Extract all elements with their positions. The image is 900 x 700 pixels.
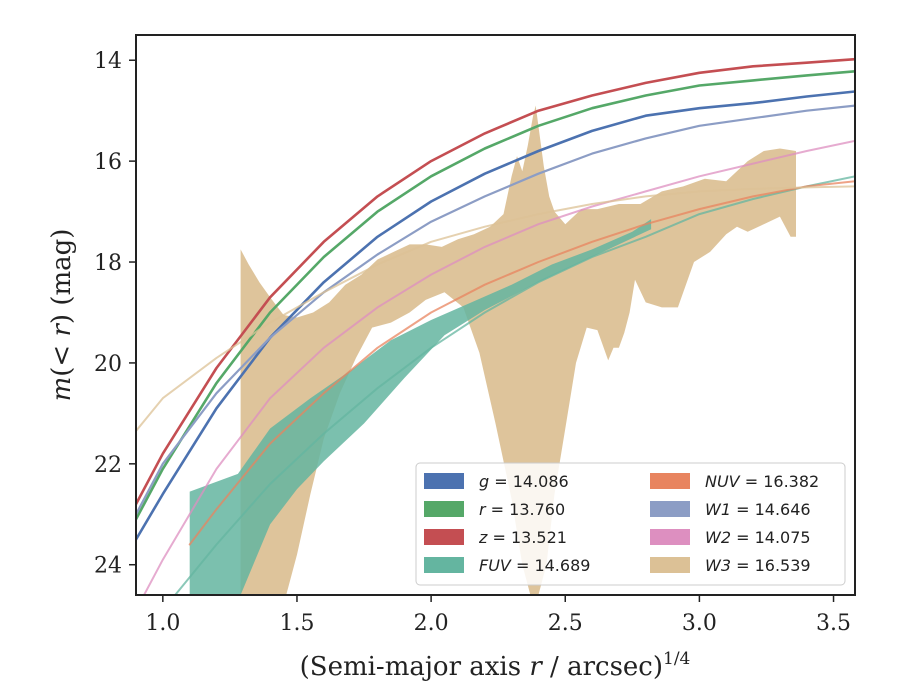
- legend-swatch-z: [424, 529, 464, 545]
- series-line-nuv: [188, 180, 855, 546]
- x-tick-label: 2.5: [548, 611, 583, 636]
- legend-label-w3: W3 = 16.539: [705, 556, 811, 575]
- y-tick-label: 18: [94, 251, 122, 276]
- y-axis-label: m(< r) (mag): [47, 229, 77, 402]
- series-line-w1: [136, 104, 855, 516]
- x-tick-label: 3.5: [816, 611, 851, 636]
- legend-label-g: g = 14.086: [479, 472, 569, 491]
- y-tick-label: 24: [94, 554, 122, 579]
- legend-swatch-nuv: [650, 473, 690, 489]
- w3-fill-region: [240, 105, 797, 595]
- legend-swatch-r: [424, 501, 464, 517]
- x-tick-label: 1.0: [145, 611, 180, 636]
- plot-area: [136, 57, 855, 595]
- series-line-w3: [136, 185, 855, 432]
- series-line-fuv: [173, 175, 855, 595]
- plot-frame: [135, 34, 856, 596]
- y-tick-label: 20: [94, 352, 122, 377]
- legend-swatch-g: [424, 473, 464, 489]
- legend-swatch-fuv: [424, 557, 464, 573]
- y-tick-label: 22: [94, 453, 122, 478]
- x-tick-label: 1.5: [279, 611, 314, 636]
- legend-label-nuv: NUV = 16.382: [705, 472, 819, 491]
- legend-label-fuv: FUV = 14.689: [479, 556, 590, 575]
- x-tick-label: 3.0: [682, 611, 717, 636]
- legend-box: [415, 462, 846, 586]
- series-line-r: [136, 70, 855, 521]
- axis-ticks: 1.0 1.5 2.0 2.5 3.0 3.5 14 16 18 20 22 24: [94, 49, 851, 636]
- legend-label-w1: W1 = 14.646: [705, 500, 811, 519]
- legend: g = 14.086 r = 13.760 z = 13.521 FUV = 14.6…: [415, 462, 846, 586]
- legend-swatch-w3: [650, 557, 690, 573]
- legend-label-r: r = 13.760: [479, 500, 565, 519]
- legend-label-w2: W2 = 14.075: [705, 528, 811, 547]
- x-axis-label: (Semi-major axis r / arcsec)1/4: [300, 649, 691, 682]
- y-tick-label: 16: [94, 150, 122, 175]
- legend-swatch-w1: [650, 501, 690, 517]
- series-line-g: [136, 90, 855, 541]
- series-line-z: [136, 57, 855, 506]
- x-tick-label: 2.0: [414, 611, 449, 636]
- y-tick-label: 14: [94, 49, 122, 74]
- legend-swatch-w2: [650, 529, 690, 545]
- fuv-fill-region: [189, 219, 652, 595]
- series-line-w2: [142, 139, 855, 595]
- legend-label-z: z = 13.521: [478, 528, 567, 547]
